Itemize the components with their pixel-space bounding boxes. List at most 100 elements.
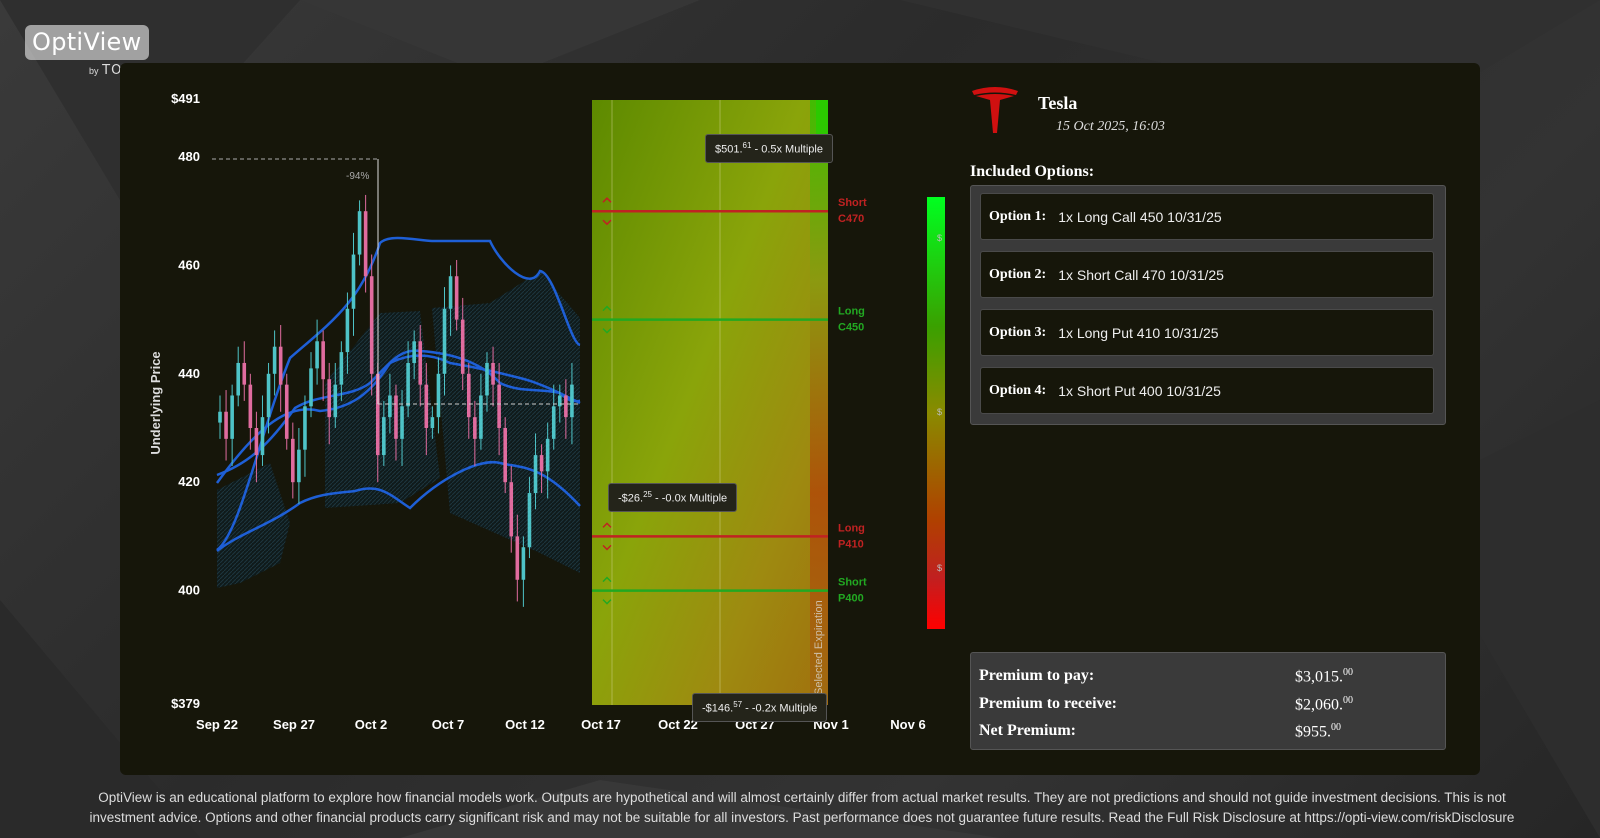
strike-label-code: P400 xyxy=(838,593,864,605)
main-panel: Short C470 Long C450 Long P410 Short P400 -94% … xyxy=(120,63,1480,775)
candle-body xyxy=(266,373,271,418)
candle-body xyxy=(224,411,228,439)
tesla-logo-icon xyxy=(972,87,1018,133)
candle-body xyxy=(254,428,259,456)
premium-pay-main: $3,015. xyxy=(1295,668,1343,686)
expiration-label: Selected Expiration xyxy=(813,600,825,695)
candle-body xyxy=(284,384,289,439)
net-premium-main: $955. xyxy=(1295,723,1331,741)
candle-body xyxy=(382,417,386,456)
candle-body xyxy=(278,346,283,385)
candle-body xyxy=(260,417,265,456)
option-label: Option 2: xyxy=(989,266,1047,282)
byline-by: by xyxy=(89,66,99,76)
candle-body xyxy=(466,373,471,418)
tooltip-top-main: $501. xyxy=(715,143,743,156)
option-desc: 1x Long Call 450 10/31/25 xyxy=(1058,208,1222,225)
candle-body xyxy=(527,493,532,548)
x-tick-label: Sep 22 xyxy=(196,717,238,732)
info-panel: Tesla 15 Oct 2025, 16:03 Included Option… xyxy=(970,63,1470,775)
y-tick-label: 480 xyxy=(178,149,200,164)
candle-body xyxy=(291,438,295,483)
cone-area xyxy=(217,463,290,588)
y-bottom-label: $379 xyxy=(171,696,200,711)
candle-body xyxy=(218,411,222,423)
candle-body xyxy=(473,417,477,439)
tooltip-mid: -$26.25 - -0.0x Multiple xyxy=(608,483,738,512)
candle-body xyxy=(375,373,380,456)
y-tick-label: 400 xyxy=(178,583,200,598)
tooltip-mid-main: -$26. xyxy=(618,492,644,505)
strike-label-code: C450 xyxy=(838,322,864,334)
candle-body xyxy=(272,346,277,374)
net-premium-cents: 00 xyxy=(1331,722,1341,733)
option-desc: 1x Short Put 400 10/31/25 xyxy=(1058,382,1221,399)
x-tick-label: Oct 7 xyxy=(432,717,465,732)
candle-body xyxy=(430,417,435,428)
option-item[interactable]: Option 3: 1x Long Put 410 10/31/25 xyxy=(980,309,1434,356)
strike-drag-handle-icon[interactable] xyxy=(602,522,612,551)
candle-body xyxy=(533,455,538,494)
payoff-edge xyxy=(810,100,828,705)
candle-body xyxy=(539,455,544,472)
tooltip-bottom-cents: 57 xyxy=(733,700,743,709)
premium-pay-label: Premium to pay: xyxy=(979,667,1095,684)
candle-body xyxy=(454,276,459,320)
candle-body xyxy=(351,254,356,309)
candle-body xyxy=(557,395,562,407)
legend-label-top: $ xyxy=(937,233,942,243)
candle-body xyxy=(424,384,429,428)
legend-label-bottom: $ xyxy=(937,563,942,573)
premium-summary: Premium to pay: $3,015.00 Premium to rec… xyxy=(970,652,1446,750)
candle-body xyxy=(497,384,501,428)
strike-drag-handle-icon[interactable] xyxy=(602,197,612,226)
candle-body xyxy=(436,373,441,418)
cone-area xyxy=(432,271,540,553)
y-axis-label: Underlying Price xyxy=(148,351,163,454)
tooltip-bottom-main: -$146. xyxy=(702,702,734,715)
y-tick-label: 420 xyxy=(178,474,200,489)
candle-body xyxy=(479,395,483,439)
brand-logo[interactable]: OptiView xyxy=(25,25,149,60)
option-desc: 1x Long Put 410 10/31/25 xyxy=(1058,324,1219,341)
premium-receive-label: Premium to receive: xyxy=(979,695,1118,712)
x-tick-label: Sep 27 xyxy=(273,717,315,732)
tooltip-top-suffix: - 0.5x Multiple xyxy=(751,143,823,156)
y-top-label: $491 xyxy=(171,91,200,106)
risk-disclaimer: OptiView is an educational platform to e… xyxy=(89,790,1515,825)
option-item[interactable]: Option 2: 1x Short Call 470 10/31/25 xyxy=(980,251,1434,298)
candle-body xyxy=(400,406,404,439)
tooltip-mid-cents: 25 xyxy=(643,490,652,499)
net-premium-value: $955.00 xyxy=(1295,722,1341,741)
candle-body xyxy=(369,276,374,374)
option-item[interactable]: Option 1: 1x Long Call 450 10/31/25 xyxy=(980,193,1434,240)
option-item[interactable]: Option 4: 1x Short Put 400 10/31/25 xyxy=(980,367,1434,414)
strike-label-type: Long xyxy=(838,306,865,318)
candle-body xyxy=(327,379,332,418)
tooltip-top-cents: 61 xyxy=(742,141,752,150)
strike-drag-handle-icon[interactable] xyxy=(602,576,612,605)
candle-body xyxy=(333,384,338,418)
candle-body xyxy=(418,341,423,385)
candle-body xyxy=(570,384,574,418)
strike-drag-handle-icon[interactable] xyxy=(602,305,612,334)
premium-receive-row: Premium to receive: $2,060.00 xyxy=(979,695,1439,713)
x-tick-label: Oct 22 xyxy=(658,717,698,732)
candle-body xyxy=(236,362,241,396)
premium-pay-cents: 00 xyxy=(1343,667,1353,678)
strike-label-type: Short xyxy=(838,577,867,589)
option-desc: 1x Short Call 470 10/31/25 xyxy=(1058,266,1224,283)
drawdown-label: -94% xyxy=(346,171,369,182)
tooltip-top: $501.61 - 0.5x Multiple xyxy=(705,134,833,163)
strike-label-code: P410 xyxy=(838,538,864,550)
candle-body xyxy=(448,276,453,309)
candle-body xyxy=(491,362,495,385)
payoff-region xyxy=(592,100,828,705)
candle-body xyxy=(485,362,489,396)
volatility-band-line xyxy=(216,460,581,552)
candle-body xyxy=(248,384,253,428)
volatility-cone xyxy=(217,271,580,588)
premium-receive-cents: 00 xyxy=(1343,695,1353,706)
candle-body xyxy=(315,341,319,369)
